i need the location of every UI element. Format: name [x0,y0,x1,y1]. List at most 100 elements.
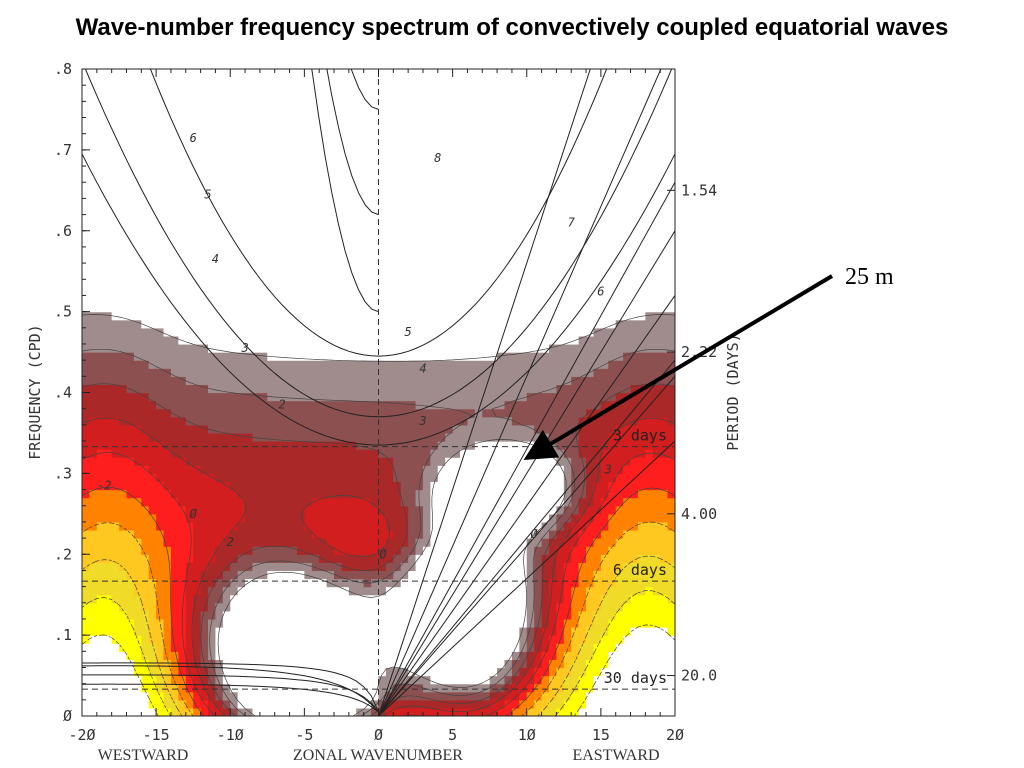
spectrum-cell [489,149,498,159]
spectrum-cell [282,416,291,426]
spectrum-cell [430,408,439,418]
spectrum-cell [222,141,231,151]
spectrum-cell [148,319,157,329]
spectrum-cell [170,675,179,685]
spectrum-cell [363,149,372,159]
spectrum-cell [193,602,202,612]
spectrum-cell [274,675,283,685]
spectrum-cell [415,287,424,297]
spectrum-cell [178,69,187,78]
spectrum-cell [363,255,372,264]
spectrum-cell [341,230,350,240]
spectrum-cell [245,489,254,499]
spectrum-cell [348,206,357,216]
spectrum-cell [96,586,105,596]
spectrum-cell [319,538,328,547]
spectrum-cell [274,643,283,652]
spectrum-cell [82,465,91,474]
spectrum-cell [504,222,513,232]
spectrum-cell [467,125,476,135]
spectrum-cell [119,392,128,402]
spectrum-cell [252,303,261,313]
spectrum-cell [319,222,328,232]
spectrum-cell [208,627,217,636]
spectrum-cell [282,546,291,555]
spectrum-cell [148,238,157,248]
spectrum-cell [82,166,91,175]
spectrum-cell [141,667,150,677]
spectrum-cell [237,570,246,580]
spectrum-cell [267,643,276,652]
spectrum-cell [534,125,543,135]
spectrum-cell [437,303,446,313]
spectrum-cell [170,141,179,151]
spectrum-cell [311,69,320,78]
spectrum-cell [393,699,402,709]
spectrum-cell [230,699,239,709]
spectrum-cell [126,77,135,86]
spectrum-cell [415,360,424,369]
spectrum-cell [460,133,469,143]
spectrum-cell [415,246,424,256]
spectrum-cell [534,384,543,394]
spectrum-cell [215,465,224,474]
spectrum-cell [415,77,424,86]
spectrum-cell [222,198,231,208]
spectrum-cell [200,554,209,563]
spectrum-cell [378,303,387,313]
spectrum-cell [378,133,387,143]
spectrum-cell [489,521,498,531]
spectrum-cell [185,441,194,450]
spectrum-cell [519,610,528,620]
spectrum-cell [445,263,454,272]
spectrum-cell [230,384,239,394]
spectrum-cell [304,538,313,547]
spectrum-cell [282,343,291,353]
spectrum-cell [148,449,157,458]
spectrum-cell [452,190,461,199]
spectrum-cell [519,157,528,167]
spectrum-cell [363,69,372,78]
spectrum-cell [504,279,513,288]
spectrum-cell [534,85,543,94]
spectrum-cell [170,432,179,442]
spectrum-cell [222,311,231,321]
spectrum-cell [215,182,224,191]
spectrum-cell [267,465,276,474]
spectrum-cell [467,182,476,191]
spectrum-cell [193,699,202,709]
spectrum-cell [511,513,520,523]
spectrum-cell [356,85,365,94]
spectrum-cell [319,651,328,660]
spectrum-cell [163,513,172,523]
spectrum-cell [504,109,513,119]
spectrum-cell [334,618,343,628]
spectrum-cell [170,489,179,499]
spectrum-cell [519,255,528,264]
spectrum-cell [259,416,268,426]
spectrum-cell [193,198,202,208]
spectrum-cell [400,133,409,143]
spectrum-cell [422,214,431,224]
spectrum-cell [341,93,350,102]
spectrum-cell [163,384,172,394]
spectrum-cell [230,400,239,410]
spectrum-cell [163,255,172,264]
spectrum-cell [230,546,239,555]
spectrum-cell [96,93,105,102]
spectrum-cell [200,230,209,240]
spectrum-cell [200,174,209,183]
spectrum-cell [326,489,335,499]
spectrum-cell [430,214,439,224]
spectrum-cell [156,400,165,410]
spectrum-cell [222,368,231,377]
spectrum-cell [526,279,535,288]
spectrum-cell [96,441,105,450]
spectrum-cell [296,667,305,677]
spectrum-cell [422,384,431,394]
spectrum-cell [452,133,461,143]
spectrum-cell [282,432,291,442]
spectrum-cell [104,263,113,272]
spectrum-cell [126,311,135,321]
spectrum-cell [363,141,372,151]
